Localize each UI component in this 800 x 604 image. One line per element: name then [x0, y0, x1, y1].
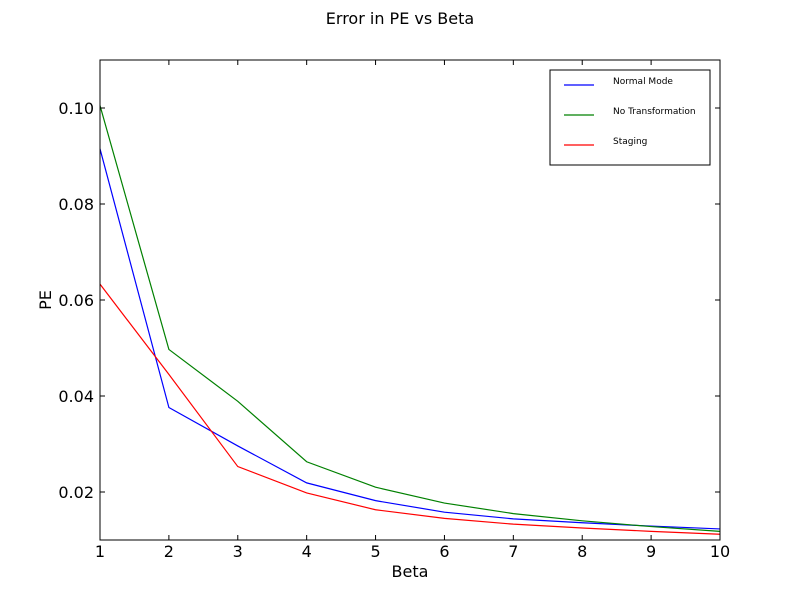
- series-line-no-transformation: [99, 105, 721, 532]
- legend-label: No Transformation: [613, 107, 696, 117]
- legend: Normal Mode No Transformation Staging: [549, 69, 711, 166]
- x-tick-label: 6: [439, 542, 449, 561]
- x-tick-label: 8: [577, 542, 587, 561]
- series-line-staging: [99, 283, 721, 535]
- y-tick-label: 0.06: [58, 291, 94, 310]
- x-tick-label: 3: [233, 542, 243, 561]
- x-tick-label: 4: [302, 542, 312, 561]
- x-tick-label: 2: [164, 542, 174, 561]
- y-tick-label: 0.10: [58, 99, 94, 118]
- legend-box: [549, 69, 711, 166]
- y-tick-label: 0.02: [58, 483, 94, 502]
- chart-title: Error in PE vs Beta: [326, 9, 474, 28]
- x-tick-label: 10: [710, 542, 730, 561]
- legend-label: Normal Mode: [613, 77, 673, 87]
- series-line-normal-mode: [99, 148, 721, 530]
- x-axis-label: Beta: [392, 562, 429, 581]
- x-tick-label: 9: [646, 542, 656, 561]
- plot-area: 1 2 3 4 5 6 7 8 9 10 0.02 0.04 0.06 0.08 0.10: [58, 59, 730, 561]
- x-tick-label: 1: [95, 542, 105, 561]
- x-tick-label: 7: [508, 542, 518, 561]
- y-axis-label: PE: [36, 290, 55, 310]
- y-tick-label: 0.04: [58, 387, 94, 406]
- y-tick-label: 0.08: [58, 195, 94, 214]
- x-tick-label: 5: [370, 542, 380, 561]
- legend-label: Staging: [613, 137, 647, 147]
